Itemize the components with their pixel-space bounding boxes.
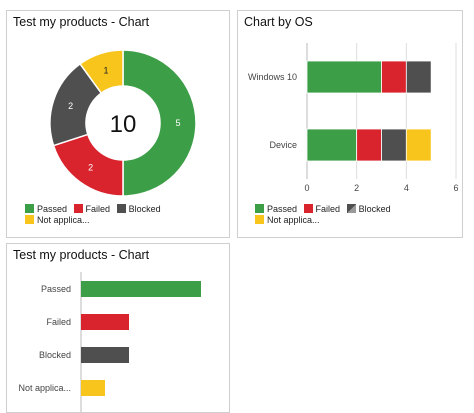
panel-title: Chart by OS <box>244 15 313 29</box>
category-label: Device <box>269 140 297 150</box>
failed-swatch <box>73 204 83 213</box>
legend-label: Not applica... <box>37 215 90 225</box>
passed-swatch <box>25 204 34 213</box>
legend-item-not-applicable[interactable]: Not applica... <box>255 215 320 226</box>
os-chart-panel: Chart by OS 0 2 4 6 Windows 10 Device Passed … <box>237 10 463 238</box>
legend-label: Blocked <box>358 204 391 214</box>
failed-swatch <box>303 204 313 213</box>
donut-chart: 5 2 2 1 10 <box>49 49 197 197</box>
status-bar-chart: Passed Failed Blocked Not applica... <box>18 272 201 412</box>
x-tick-label: 4 <box>404 183 409 193</box>
bar-blocked <box>81 347 129 363</box>
x-tick-label: 2 <box>354 183 359 193</box>
bar-passed <box>81 281 201 297</box>
x-tick-label: 6 <box>453 183 458 193</box>
category-label: Not applica... <box>18 383 71 393</box>
legend-item-not-applicable[interactable]: Not applica... <box>25 215 90 226</box>
bar-segment-passed <box>306 128 358 162</box>
bar-segment-passed <box>306 60 382 94</box>
panel-title: Test my products - Chart <box>13 15 150 29</box>
legend-label: Failed <box>85 204 111 214</box>
category-label: Windows 10 <box>248 72 297 82</box>
legend-item-passed[interactable]: Passed <box>255 204 297 215</box>
passed-swatch <box>255 204 264 213</box>
donut-center-total: 10 <box>110 111 137 138</box>
bar-failed <box>81 314 129 330</box>
donut-slice-passed <box>122 49 197 197</box>
donut-slice-not-applica <box>79 49 124 95</box>
legend-label: Passed <box>37 204 68 214</box>
slice-value-label: 5 <box>175 118 180 128</box>
not-applicable-swatch <box>25 215 34 224</box>
slice-value-label: 2 <box>68 101 73 111</box>
os-stacked-bar-chart: 0 2 4 6 Windows 10 Device <box>248 43 459 193</box>
bar-segment-failed <box>356 128 382 162</box>
slice-value-label: 2 <box>88 162 93 172</box>
legend-item-passed[interactable]: Passed <box>25 204 67 215</box>
blocked-swatch <box>346 204 356 213</box>
legend-item-failed[interactable]: Failed <box>303 204 341 215</box>
legend-item-blocked[interactable]: Blocked <box>346 204 391 215</box>
bar-not-applica <box>81 380 105 396</box>
category-label: Failed <box>46 317 71 327</box>
os-legend: Passed Failed Blocked Not applica... <box>255 204 395 226</box>
legend-item-blocked[interactable]: Blocked <box>116 204 161 215</box>
blocked-swatch <box>116 204 126 213</box>
donut-legend: Passed Failed Blocked Not applica... <box>25 204 165 226</box>
legend-item-failed[interactable]: Failed <box>73 204 111 215</box>
hbar-chart-panel: Test my products - Chart Passed Failed Blo… <box>6 243 230 413</box>
slice-value-label: 1 <box>103 66 108 76</box>
bar-segment-blocked <box>405 60 432 94</box>
bar-segment-failed <box>381 60 407 94</box>
legend-label: Passed <box>267 204 298 214</box>
x-tick-label: 0 <box>304 183 309 193</box>
legend-label: Blocked <box>128 204 161 214</box>
category-label: Passed <box>41 284 71 294</box>
bar-segment-blocked <box>381 128 407 162</box>
legend-label: Failed <box>315 204 341 214</box>
category-label: Blocked <box>39 350 71 360</box>
panel-title: Test my products - Chart <box>13 248 150 262</box>
legend-label: Not applica... <box>267 215 320 225</box>
donut-chart-panel: Test my products - Chart 5 2 2 1 10 Passed F… <box>6 10 230 238</box>
not-applicable-swatch <box>255 215 264 224</box>
bar-segment-not-applica <box>405 128 432 162</box>
